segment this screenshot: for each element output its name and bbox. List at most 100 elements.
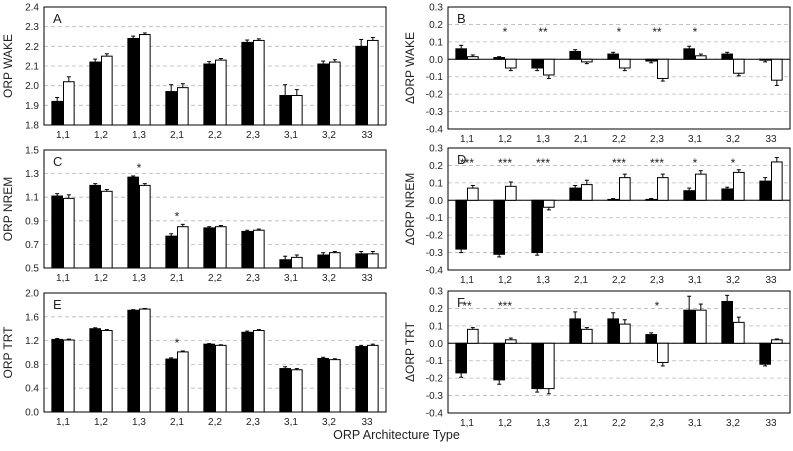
x-tick-label: 3,2 (726, 134, 740, 145)
significance-star: * (693, 156, 698, 170)
x-tick-label: 2,3 (650, 134, 664, 145)
x-tick-label: 1,1 (56, 273, 70, 284)
panel-d: -0.4 -0.3 -0.2 -0.1 0.0 0.1 0.2 0.3 1,1 1,2 1,3 2,1… (403, 144, 791, 286)
y-axis-label: ΔORP TRT (403, 321, 417, 382)
bar-open (329, 61, 341, 126)
bar-open (177, 226, 189, 269)
plot-frame (447, 290, 791, 414)
x-tick-label: 3,1 (688, 134, 702, 145)
bar-open (177, 87, 189, 126)
bar-filled (279, 259, 291, 269)
y-tick-label: 0.5 (25, 264, 39, 275)
bar-open (543, 58, 555, 76)
bar-filled (317, 63, 329, 126)
x-tick-label: 3,1 (284, 130, 298, 141)
bar-filled (569, 187, 581, 201)
bar-open (581, 184, 593, 201)
panel-e: 0.0 0.4 0.8 1.2 1.6 2.0 1,1 1,2 1,3 2,1 2,2 2,3 3,1 3… (1, 289, 387, 428)
y-tick-label: 1.2 (25, 336, 39, 347)
y-tick-label: 0.0 (429, 339, 443, 350)
significance-star: *** (498, 156, 512, 170)
y-tick-label: 0.0 (429, 196, 443, 207)
plot-frame (447, 147, 791, 271)
bar-filled (455, 48, 467, 60)
bar-filled (89, 328, 102, 413)
bar-open (467, 56, 479, 60)
bar-open (619, 177, 631, 201)
bar-filled (51, 195, 64, 269)
bar-filled (645, 58, 657, 62)
bar-open (771, 339, 783, 344)
panel-f: -0.4 -0.3 -0.2 -0.1 0.0 0.1 0.2 0.3 1,1 1,2 1,3 2,1… (403, 287, 791, 429)
y-tick-label: -0.4 (426, 266, 444, 277)
bar-open (367, 253, 379, 269)
significance-star: * (137, 161, 142, 175)
bar-open (657, 342, 669, 363)
y-tick-label: 0.3 (429, 287, 443, 298)
significance-star: ** (462, 299, 472, 313)
x-tick-label: 33 (361, 417, 373, 428)
bar-open (657, 58, 669, 79)
x-tick-label: 3,1 (688, 275, 702, 286)
y-tick-label: 0.2 (429, 304, 443, 315)
bar-filled (89, 61, 102, 126)
bar-open (543, 199, 555, 208)
x-tick-label: 2,1 (170, 417, 184, 428)
x-tick-label: 2,1 (170, 130, 184, 141)
x-tick-label: 2,2 (208, 417, 222, 428)
significance-star: * (617, 25, 622, 39)
bar-filled (51, 338, 64, 413)
x-tick-label: 1,3 (132, 417, 146, 428)
x-tick-label: 3,1 (688, 418, 702, 429)
bar-open (291, 369, 303, 413)
x-tick-label: 1,3 (536, 134, 550, 145)
plot-frame (43, 292, 387, 413)
y-tick-label: -0.3 (426, 248, 444, 259)
bar-open (101, 329, 113, 413)
panel-letter: B (457, 11, 466, 26)
plot-frame (447, 6, 791, 130)
y-tick-label: 0.7 (25, 240, 39, 251)
x-tick-label: 1,2 (498, 275, 512, 286)
x-tick-label: 2,1 (574, 134, 588, 145)
x-tick-label: 33 (361, 273, 373, 284)
bar-filled (203, 343, 216, 413)
bar-open (771, 58, 783, 81)
bar-filled (165, 235, 178, 269)
panel-letter: C (53, 154, 62, 169)
bar-open (467, 328, 479, 344)
significance-star: *** (650, 156, 664, 170)
x-tick-label: 2,2 (612, 275, 626, 286)
x-tick-label: 3,2 (322, 130, 336, 141)
x-axis-title: ORP Architecture Type (333, 428, 460, 442)
y-axis-label: ΔORP NREM (403, 173, 417, 245)
bar-open (253, 329, 265, 413)
x-tick-label: 1,2 (94, 273, 108, 284)
x-tick-label: 3,1 (284, 417, 298, 428)
y-tick-label: -0.2 (426, 231, 444, 242)
x-tick-label: 1,1 (460, 418, 474, 429)
bar-filled (165, 91, 178, 126)
bar-open (733, 58, 745, 74)
bar-filled (127, 176, 140, 269)
bar-open (101, 55, 113, 126)
significance-star: * (175, 209, 180, 223)
bar-filled (759, 58, 771, 61)
bar-filled (241, 230, 254, 269)
x-tick-label: 33 (765, 134, 777, 145)
bar-filled (127, 309, 140, 413)
bar-filled (203, 63, 216, 126)
x-tick-label: 2,1 (574, 418, 588, 429)
x-tick-label: 1,1 (460, 134, 474, 145)
bar-filled (683, 309, 695, 344)
bar-filled (241, 41, 254, 126)
x-tick-label: 2,2 (208, 130, 222, 141)
significance-star: *** (498, 299, 512, 313)
bar-open (63, 81, 75, 126)
bar-open (581, 58, 593, 63)
y-axis-label: ORP NREM (1, 177, 15, 241)
bar-filled (759, 180, 771, 201)
x-tick-label: 3,2 (726, 275, 740, 286)
y-tick-label: 0.0 (25, 408, 39, 419)
y-tick-label: 1.1 (25, 193, 39, 204)
